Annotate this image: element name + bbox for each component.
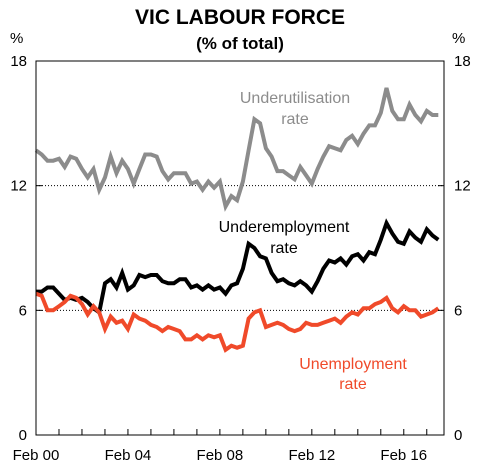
y-tick-label-left: 12 [10,178,27,195]
x-tick-label: Feb 04 [105,447,152,464]
underutilisation-rate-label: rate [281,111,309,128]
unemployment-rate-label: Unemployment [299,356,407,373]
chart-title: VIC LABOUR FORCE [135,6,345,29]
plot-frame [35,60,445,436]
y-tick-label-left: 6 [19,302,27,319]
series-labels: Underutilisation rate Underemployment rate U… [219,90,408,393]
y-tick-label-right: 12 [454,178,471,195]
y-tick-label-right: 0 [454,427,462,444]
axis-ticks: 0 0 6 6 12 12 18 18 Feb 00 Feb 04 Feb 08 Feb 12 Feb … [10,53,470,464]
underemployment-rate-label: rate [270,240,298,257]
x-tick-label: Feb 00 [13,447,60,464]
gridlines [36,185,444,311]
y-axis-unit-right: % [452,30,465,47]
underutilisation-rate-label: Underutilisation [240,90,350,107]
unemployment-rate-line [35,291,440,353]
series-lines [34,87,440,353]
chart-subtitle: (% of total) [196,34,284,53]
x-tick-label: Feb 12 [288,447,335,464]
unemployment-rate-label: rate [339,376,367,393]
y-axis-unit-left: % [10,30,23,47]
y-tick-label-left: 18 [10,53,27,70]
x-tick-label: Feb 16 [380,447,427,464]
underemployment-rate-label: Underemployment [219,219,350,236]
y-tick-label-right: 18 [454,53,471,70]
underutilisation-rate-line [34,87,439,212]
y-tick-label-left: 0 [19,427,27,444]
y-tick-label-right: 6 [454,302,462,319]
x-tick-label: Feb 08 [197,447,244,464]
underemployment-rate-line [36,218,440,316]
